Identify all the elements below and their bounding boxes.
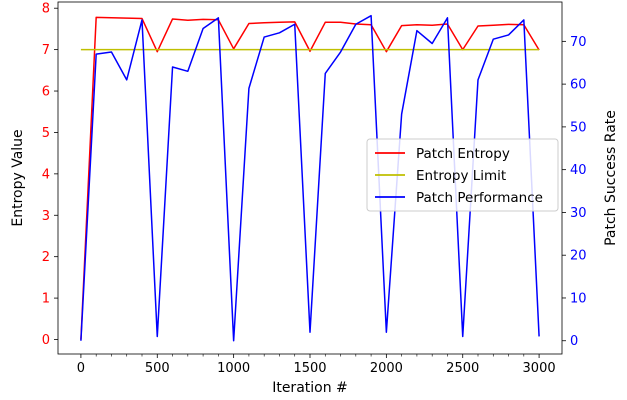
y-right-tick-label: 30 [570, 206, 587, 221]
y-right-axis-label: Patch Success Rate [603, 110, 619, 246]
x-tick-label: 500 [145, 361, 170, 376]
y-left-axis-label: Entropy Value [10, 129, 26, 226]
x-tick-label: 2500 [446, 361, 479, 376]
x-tick-label: 1000 [217, 361, 250, 376]
y-left-tick-label: 5 [42, 126, 50, 141]
y-right-tick-label: 10 [570, 291, 587, 306]
legend: Patch Entropy Entropy Limit Patch Performa… [366, 138, 559, 212]
legend-label: Patch Performance [416, 190, 543, 206]
y-left-tick-label: 7 [42, 43, 50, 58]
y-right-tick-label: 40 [570, 163, 587, 178]
x-tick-label: 3000 [523, 361, 556, 376]
x-tick-label: 1500 [293, 361, 326, 376]
y-left-tick-label: 6 [42, 85, 50, 100]
series-layer [80, 14, 540, 342]
y-left-tick-label: 3 [42, 209, 50, 224]
y-right-tick-label: 20 [570, 249, 587, 264]
legend-label: Entropy Limit [416, 168, 506, 184]
y-left-tick-label: 4 [42, 167, 50, 182]
y-right-tick-label: 60 [570, 78, 587, 93]
x-tick-label: 2000 [370, 361, 403, 376]
legend-label: Patch Entropy [416, 146, 510, 162]
y-left-tick-label: 8 [42, 2, 50, 17]
y-right-tick-label: 70 [570, 35, 587, 50]
series-line-patch-performance [80, 14, 540, 342]
y-right-tick-label: 0 [570, 334, 578, 349]
y-right-tick-label: 50 [570, 120, 587, 135]
x-axis-label: Iteration # [272, 380, 348, 396]
y-left-tick-label: 2 [42, 250, 50, 265]
x-tick-label: 0 [77, 361, 85, 376]
axes-layer: 0 500 1000 1500 2000 2500 3000 0 1 2 3 4 5 6 7 8 0 10 20 30… [10, 1, 619, 396]
y-left-tick-label: 1 [42, 292, 50, 307]
legend-box [366, 138, 559, 212]
y-left-tick-label: 0 [42, 333, 50, 348]
